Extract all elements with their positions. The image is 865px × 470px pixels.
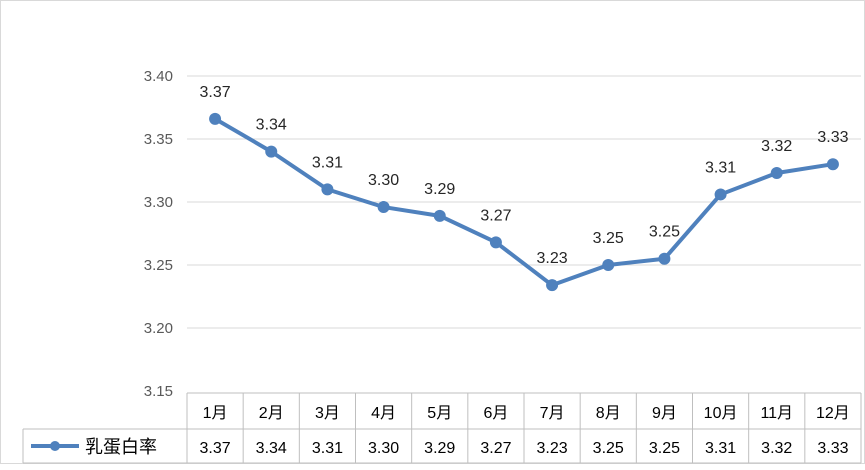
data-label: 3.25 [593, 230, 624, 247]
data-label: 3.29 [424, 181, 455, 198]
data-point [377, 201, 390, 214]
table-value: 3.23 [537, 440, 568, 457]
data-point [433, 209, 446, 222]
y-tick-label: 3.20 [144, 320, 173, 337]
y-tick-label: 3.25 [144, 257, 173, 274]
data-label: 3.30 [368, 172, 399, 189]
x-tick-label: 9月 [652, 405, 677, 422]
data-label: 3.23 [537, 250, 568, 267]
data-label: 3.34 [256, 117, 287, 134]
y-tick-label: 3.40 [144, 68, 173, 85]
x-tick-label: 10月 [704, 405, 738, 422]
table-value: 3.30 [368, 440, 399, 457]
x-tick-label: 8月 [596, 405, 621, 422]
data-label: 3.31 [312, 154, 343, 171]
data-label: 3.27 [480, 207, 511, 224]
data-label: 3.32 [761, 138, 792, 155]
y-tick-label: 3.35 [144, 131, 173, 148]
x-tick-label: 11月 [760, 405, 793, 422]
data-point [714, 188, 727, 201]
data-point [209, 112, 222, 125]
y-tick-label: 3.30 [144, 194, 173, 211]
x-tick-label: 2月 [259, 405, 284, 422]
x-tick-label: 1月 [203, 405, 228, 422]
table-value: 3.31 [312, 440, 343, 457]
data-point [602, 259, 615, 271]
table-value: 3.29 [424, 440, 455, 457]
legend-marker [50, 441, 60, 451]
x-tick-label: 5月 [427, 405, 452, 422]
data-label: 3.37 [200, 84, 231, 101]
data-label: 3.25 [649, 224, 680, 241]
table-value: 3.25 [649, 440, 680, 457]
data-point [770, 167, 783, 180]
data-point [826, 158, 839, 171]
table-value: 3.27 [480, 440, 511, 457]
data-point [489, 236, 502, 249]
y-tick-label: 3.15 [144, 383, 173, 400]
x-tick-label: 12月 [816, 405, 850, 422]
table-value: 3.25 [593, 440, 624, 457]
data-point [265, 145, 278, 158]
x-tick-label: 4月 [371, 405, 396, 422]
table-value: 3.34 [256, 440, 287, 457]
table-value: 3.37 [200, 440, 231, 457]
table-value: 3.33 [817, 440, 848, 457]
data-point [321, 183, 334, 196]
data-label: 3.33 [817, 129, 848, 146]
series-line [213, 116, 835, 288]
data-label: 3.31 [705, 159, 736, 176]
table-value: 3.31 [705, 440, 736, 457]
x-tick-label: 7月 [540, 405, 565, 422]
table-value: 3.32 [761, 440, 792, 457]
legend-label: 乳蛋白率 [85, 437, 157, 457]
data-point [658, 252, 671, 265]
x-tick-label: 3月 [315, 405, 340, 422]
x-tick-label: 6月 [483, 405, 508, 422]
data-point [546, 279, 559, 292]
